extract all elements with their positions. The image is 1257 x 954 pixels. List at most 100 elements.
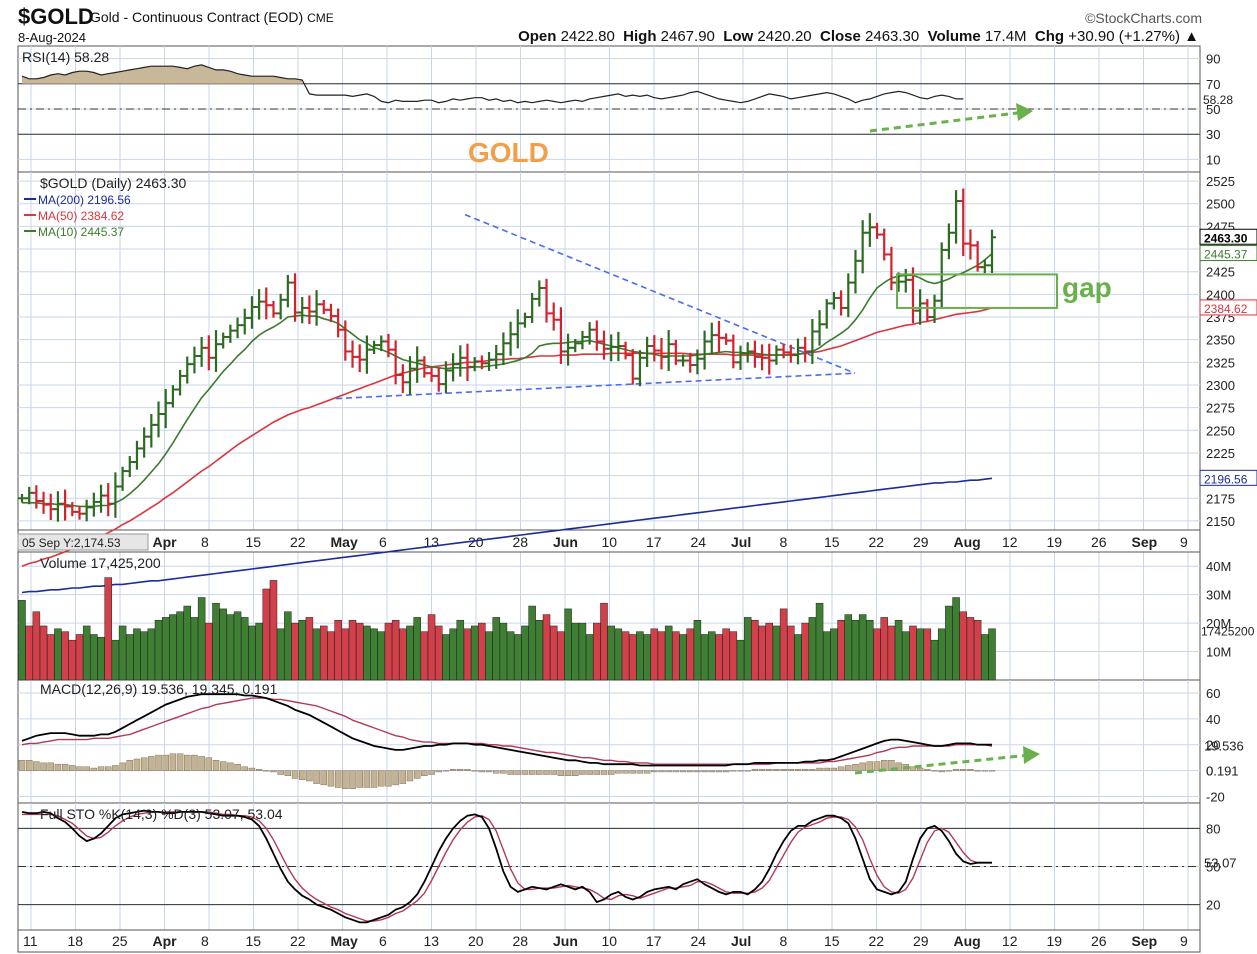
macd-histogram-bar (399, 770, 407, 784)
macd-histogram-bar (356, 770, 363, 788)
price-last-value-box (1199, 245, 1257, 262)
volume-bar (902, 631, 910, 681)
macd-histogram-bar (485, 770, 493, 773)
ma200-line (21, 477, 993, 594)
open-value: 2422.80 (560, 28, 615, 45)
volume-bar (959, 611, 968, 681)
macd-histogram-bar (572, 770, 579, 777)
macd-histogram-bar (69, 765, 76, 771)
macd-histogram-bar (270, 770, 277, 773)
price-y-tick-label: 2175 (1206, 491, 1235, 506)
price-y-tick-label: 2150 (1206, 514, 1235, 529)
macd-histogram-bar (155, 754, 162, 771)
volume-bar (284, 611, 292, 681)
macd-histogram-bar (967, 769, 974, 771)
macd-histogram-bar (140, 757, 148, 771)
macd-histogram-bar (593, 770, 601, 775)
macd-histogram-bar (327, 770, 335, 787)
macd-histogram-bar (514, 770, 521, 775)
macd-histogram-bar (435, 770, 442, 773)
sto-y-tick-label: 50 (1206, 860, 1220, 875)
volume-bar (133, 628, 141, 681)
rsi-y-tick-label: 50 (1206, 102, 1220, 117)
volume-bar (981, 634, 989, 681)
volume-bar (988, 628, 996, 681)
volume-bar (549, 625, 558, 681)
macd-y-tick-label: 60 (1206, 686, 1220, 701)
macd-histogram-bar (507, 770, 514, 775)
price-x-tick-label: 8 (201, 534, 209, 550)
price-x-tick-label: 15 (824, 534, 840, 550)
chart-date: 8-Aug-2024 (18, 30, 86, 45)
rsi-y-tick-label: 90 (1206, 52, 1220, 67)
volume-bar (894, 620, 903, 681)
price-x-tick-label: 12 (1002, 534, 1018, 550)
volume-bar (593, 622, 601, 681)
volume-bar (427, 614, 436, 681)
macd-histogram-bar (126, 760, 133, 771)
price-last-value: 2384.62 (1204, 302, 1248, 316)
volume-bar (542, 614, 551, 681)
macd-histogram-bar (241, 766, 248, 771)
macd-histogram-bar (636, 770, 644, 774)
bottom-x-tick-label: 6 (379, 933, 387, 949)
volume-bar (363, 625, 371, 681)
macd-histogram-bar (658, 770, 665, 773)
volume-bar (822, 631, 831, 681)
price-x-tick-label: Jun (553, 534, 578, 550)
volume-bar (68, 639, 77, 681)
bottom-x-tick-label: 11 (23, 933, 38, 949)
rsi-trend-arrow (869, 110, 1026, 133)
volume-bar (528, 605, 536, 681)
volume-bar (183, 605, 192, 681)
volume-bar (248, 625, 256, 681)
macd-histogram-bar (672, 770, 680, 773)
volume-bar (751, 620, 759, 681)
volume-bar (492, 617, 500, 681)
macd-signal-line (21, 697, 993, 765)
volume-bar (873, 628, 881, 681)
bottom-x-tick-label: 24 (691, 933, 707, 949)
bottom-x-tick-label: 25 (112, 933, 128, 949)
macd-histogram-bar (852, 763, 859, 771)
volume-bar (312, 628, 321, 681)
volume-bar (700, 634, 709, 681)
price-x-tick-label: 17 (646, 534, 662, 550)
volume-y-tick-label: 20M (1206, 616, 1231, 631)
macd-histogram-bar (169, 753, 177, 771)
price-y-tick-label: 2500 (1206, 197, 1235, 212)
volume-bar (18, 600, 26, 681)
bottom-x-tick-label: 26 (1091, 933, 1107, 949)
rsi-arrowhead (1016, 103, 1033, 121)
volume-bar (564, 608, 572, 681)
volume-bar (420, 631, 429, 681)
volume-legend: Volume 17,425,200 (40, 555, 161, 571)
price-x-tick-label: 19 (1047, 534, 1063, 550)
macd-histogram-bar (342, 770, 349, 789)
volume-bar (607, 625, 615, 681)
volume-bar (449, 628, 457, 681)
volume-bar (672, 631, 680, 681)
volume-bar (97, 637, 105, 681)
macd-histogram-bar (219, 761, 227, 771)
macd-histogram-bar (916, 767, 924, 771)
macd-y-tick-label: -20 (1206, 790, 1225, 805)
macd-histogram-bar (449, 769, 457, 771)
ma-legend-label: MA(10) 2445.37 (38, 225, 124, 239)
macd-histogram-bar (837, 766, 845, 771)
close-value: 2463.30 (865, 28, 920, 45)
macd-histogram-bar (521, 770, 529, 775)
close-label: Close (819, 28, 861, 45)
macd-histogram-bar (722, 770, 730, 773)
macd-histogram-bar (708, 770, 715, 773)
price-last-value-box (1199, 299, 1257, 316)
volume-bar (226, 614, 235, 681)
macd-histogram-bar (500, 770, 507, 774)
price-x-tick-label: Jul (731, 534, 751, 550)
price-x-tick-label: Apr (153, 534, 178, 550)
macd-histogram-bar (148, 756, 155, 771)
macd-histogram-bar (18, 760, 26, 771)
volume-bar (909, 625, 917, 681)
volume-bar (75, 634, 84, 681)
